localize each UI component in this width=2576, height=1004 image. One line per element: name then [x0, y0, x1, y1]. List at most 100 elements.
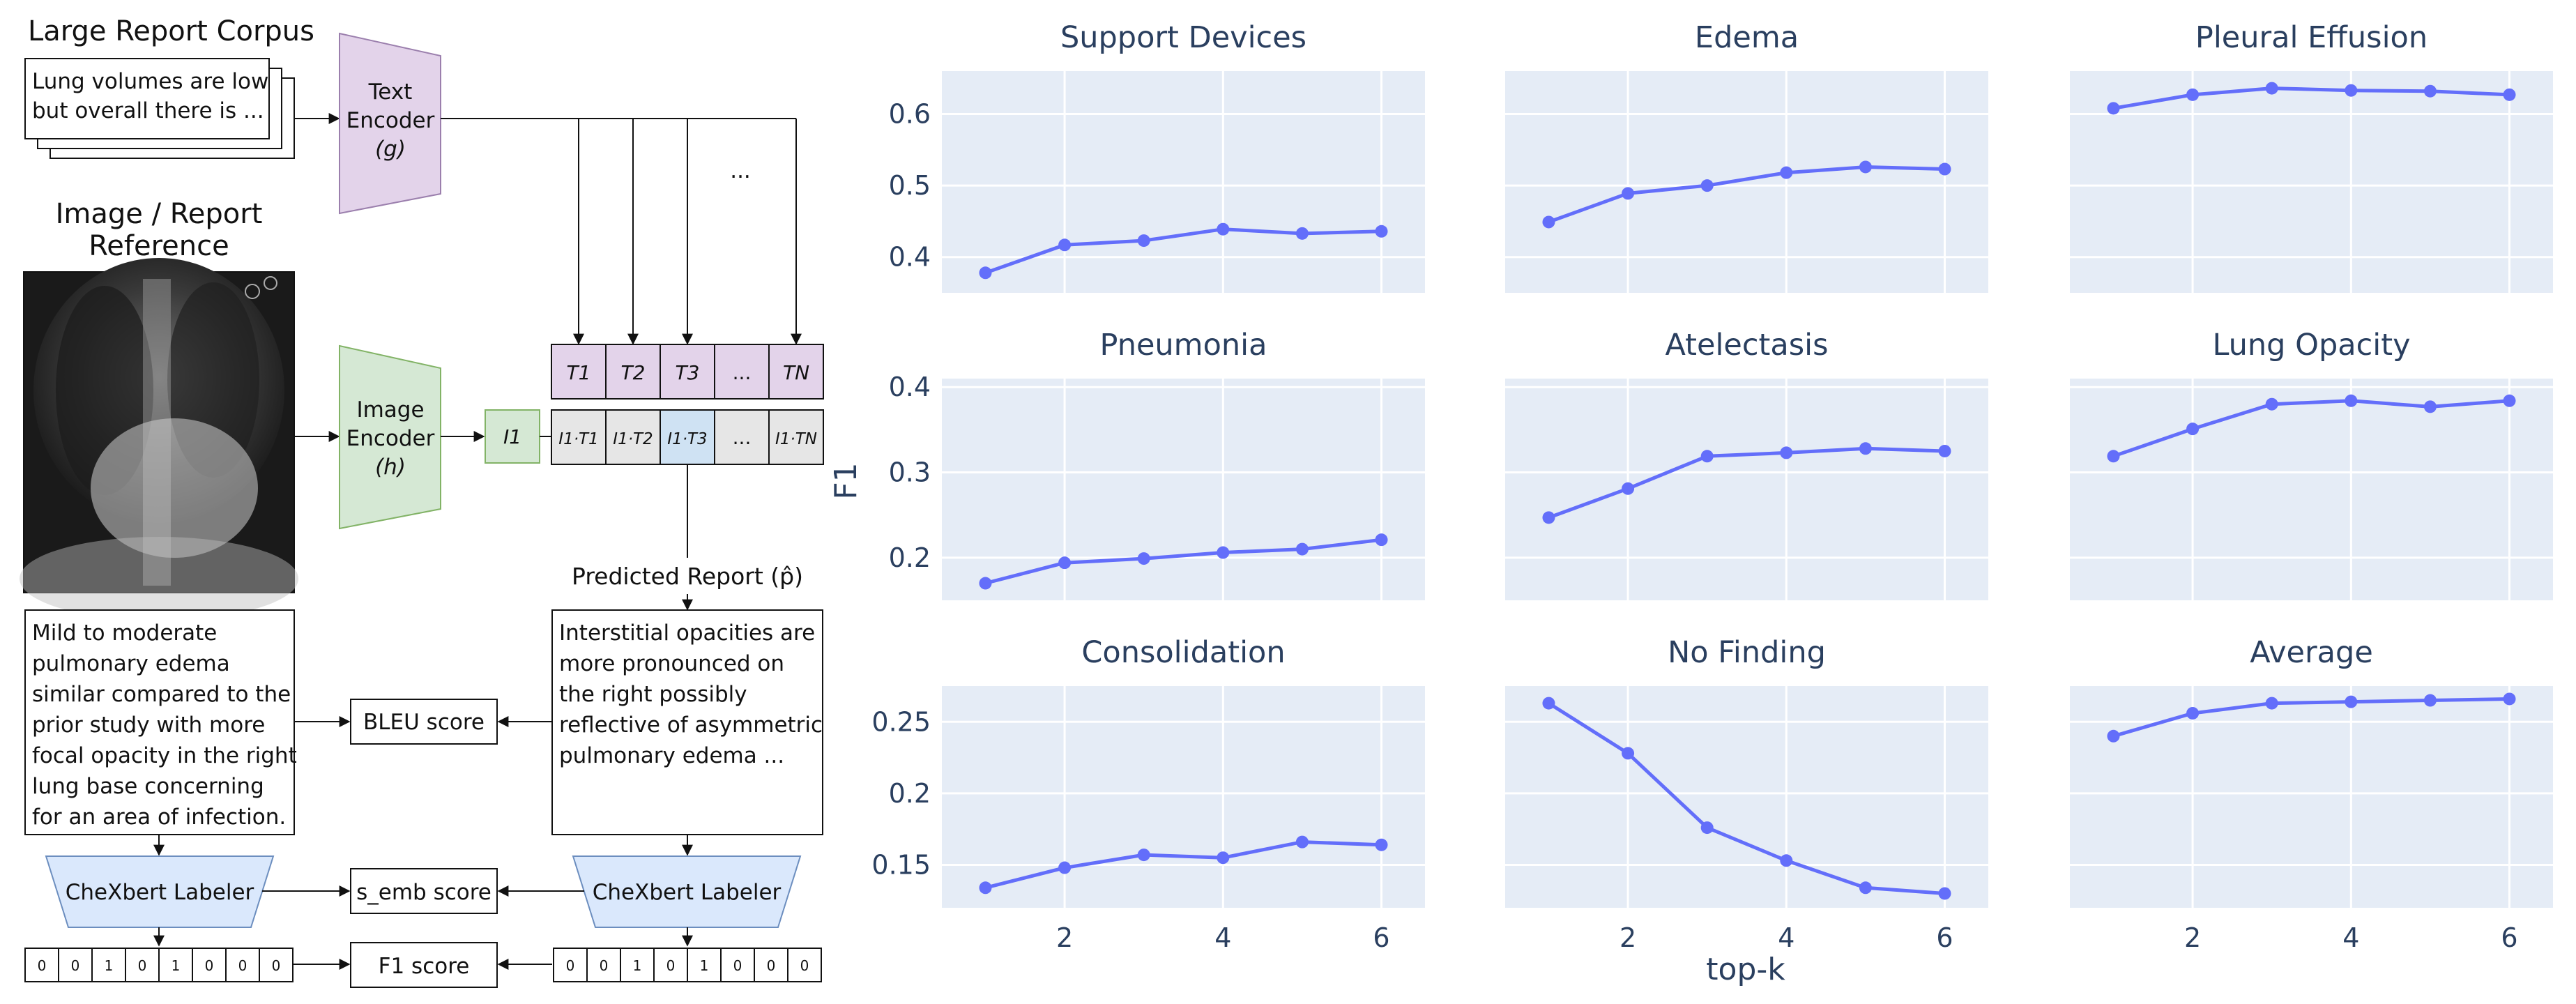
- text-encoder-label-3: (g): [375, 137, 406, 162]
- text-branch-ellipsis: ...: [730, 158, 751, 183]
- chart-panel: 0.2 0.3 0.4 Pneumonia: [889, 328, 1425, 600]
- predicted-label-cell: [720, 948, 755, 982]
- chart-panel: Pleural Effusion: [2070, 20, 2553, 293]
- data-point: [1700, 821, 1714, 835]
- image-encoder-block: [339, 344, 441, 530]
- panel-title: No Finding: [1668, 635, 1826, 670]
- data-point: [1780, 446, 1793, 459]
- text-embedding-n: TN: [783, 361, 809, 384]
- predicted-label-value: 1: [633, 957, 642, 974]
- data-point: [1622, 482, 1635, 495]
- chart-panel: 0.4 0.5 0.6 Support Devices: [889, 20, 1425, 293]
- data-point: [2265, 397, 2278, 411]
- predicted-labeler-label: CheXbert Labeler: [593, 880, 782, 905]
- data-point: [2107, 729, 2120, 743]
- text-embedding-2: T2: [621, 361, 646, 384]
- reference-label-cell: [58, 948, 93, 982]
- plot-area: [2070, 686, 2553, 908]
- reference-label-cell: [225, 948, 260, 982]
- chart-panel: 2 4 6 Average: [2070, 635, 2553, 953]
- corpus-card: [24, 58, 270, 139]
- plot-area: [1505, 71, 1988, 293]
- data-point: [1700, 179, 1714, 192]
- text-embedding-row: [551, 344, 824, 400]
- y-tick-label: 0.4: [889, 372, 931, 402]
- data-point: [1058, 861, 1072, 874]
- series-line: [2113, 86, 2510, 110]
- data-point: [1137, 849, 1150, 862]
- data-point: [979, 266, 992, 280]
- reference-report-box: [24, 609, 295, 835]
- chart-panel: Atelectasis: [1505, 328, 1988, 600]
- x-tick-label: 4: [2342, 922, 2359, 953]
- panel-title: Support Devices: [1060, 20, 1306, 55]
- text-encoder-label-1: Text: [368, 79, 413, 105]
- reference-label-cell: [24, 948, 59, 982]
- reference-report-line-5: focal opacity in the right: [32, 743, 297, 768]
- score-cell-1: I1·T1: [558, 430, 598, 448]
- plot-area: [2070, 379, 2553, 600]
- x-tick-label: 4: [1778, 922, 1794, 953]
- text-embedding-1: T1: [567, 361, 591, 384]
- plot-area: [942, 686, 1425, 908]
- reference-report-line-4: prior study with more: [32, 713, 265, 738]
- data-point: [2186, 706, 2200, 720]
- reference-report-line-2: pulmonary edema: [32, 651, 230, 676]
- series-line: [984, 538, 1382, 585]
- predicted-label-cell: [553, 948, 588, 982]
- reference-report-line-3: similar compared to the: [32, 682, 291, 707]
- s-emb-score-label: s_emb score: [356, 880, 491, 905]
- data-point: [1137, 552, 1150, 565]
- data-point: [1542, 511, 1555, 524]
- reference-label-vector: 0 0 1 0 1 0 0 0: [24, 948, 294, 982]
- data-point: [2345, 394, 2358, 407]
- data-point: [1542, 215, 1555, 229]
- data-point: [2107, 102, 2120, 115]
- panel-title: Pneumonia: [1100, 328, 1267, 363]
- reference-report-line-7: for an area of infection.: [32, 805, 286, 830]
- reference-report-line-1: Mild to moderate: [32, 621, 217, 646]
- data-point: [1137, 234, 1150, 248]
- reference-labeler-label: CheXbert Labeler: [66, 880, 254, 905]
- predicted-label-value: 0: [566, 957, 575, 974]
- predicted-labeler-block: [572, 855, 802, 928]
- data-point: [1295, 227, 1309, 240]
- y-tick-label: 0.25: [871, 706, 931, 737]
- panel-title: Pleural Effusion: [2195, 20, 2428, 55]
- reference-label-cell: [158, 948, 193, 982]
- predicted-label-vector: 0 0 1 0 1 0 0 0: [553, 948, 822, 982]
- reference-label-value: 0: [138, 957, 147, 974]
- reference-label-cell: [125, 948, 160, 982]
- x-tick-label: 2: [1056, 922, 1073, 953]
- x-axis-label: top-k: [1706, 952, 1785, 987]
- plot-area: [1505, 686, 1988, 908]
- data-point: [2503, 88, 2516, 101]
- reference-label-value: 0: [71, 957, 80, 974]
- reference-title-1: Image / Report: [56, 198, 263, 230]
- predicted-label-cell: [687, 948, 722, 982]
- x-tick-label: 2: [1619, 922, 1636, 953]
- data-point: [1375, 225, 1388, 238]
- chart-panel: 0.15 0.2 0.25 2 4 6 Consolidation: [871, 635, 1425, 953]
- predicted-report-line-1: Interstitial opacities are: [559, 621, 815, 646]
- data-point: [2423, 400, 2437, 413]
- image-encoder-label-3: (h): [375, 455, 406, 480]
- data-point: [1859, 881, 1872, 895]
- f1-vs-topk-chart-grid: 0.4 0.5 0.6 Support Devices Edema Pleural Eff…: [828, 20, 2553, 987]
- predicted-report-title: Predicted Report (p̂): [572, 563, 803, 590]
- chart-panel: Edema: [1505, 20, 1988, 293]
- reference-label-cell: [259, 948, 294, 982]
- similarity-score-row: [551, 409, 824, 465]
- predicted-label-cell: [620, 948, 655, 982]
- text-encoder-block: [339, 32, 441, 215]
- predicted-label-value: 0: [600, 957, 609, 974]
- y-tick-label: 0.5: [889, 170, 931, 201]
- data-point: [1058, 238, 1072, 252]
- series-line: [984, 840, 1382, 890]
- x-tick-label: 2: [2184, 922, 2201, 953]
- chart-panel: 2 4 6 No Finding: [1505, 635, 1988, 953]
- y-tick-label: 0.2: [889, 542, 931, 573]
- score-cell-n: I1·TN: [775, 430, 817, 448]
- predicted-report-line-4: reflective of asymmetric: [559, 713, 823, 738]
- data-point: [2345, 695, 2358, 708]
